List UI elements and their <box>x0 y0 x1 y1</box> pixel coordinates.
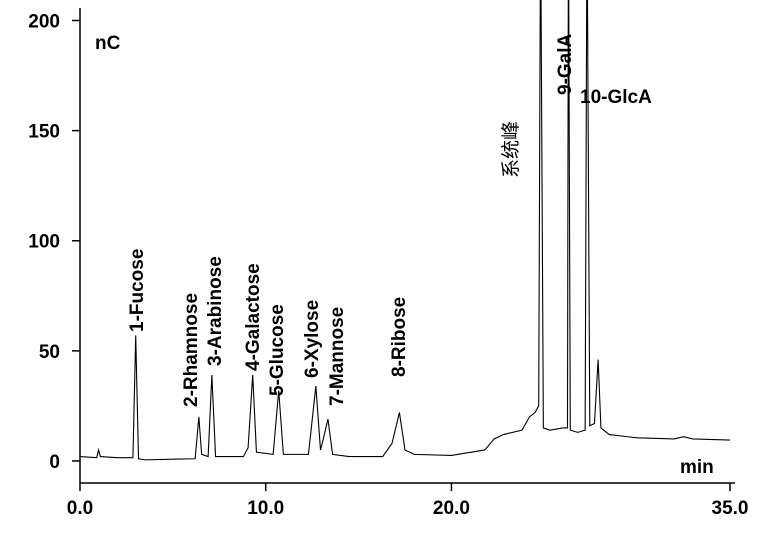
x-tick-label: 10.0 <box>247 498 284 519</box>
y-tick-label: 50 <box>39 342 60 363</box>
peak-label: 系统峰 <box>500 121 522 178</box>
y-axis-unit: nC <box>95 33 121 54</box>
peak-label: 4-Galactose <box>243 263 264 371</box>
peak-label: 2-Rhamnose <box>181 293 202 407</box>
peak-label: 5-Glucose <box>267 304 288 396</box>
y-tick-label: 0 <box>49 452 60 473</box>
y-tick-label: 200 <box>28 12 60 33</box>
peak-label: 10-GlcA <box>580 87 652 108</box>
plot-area <box>80 0 731 461</box>
peak-label: 8-Ribose <box>389 297 410 377</box>
x-axis-unit: min <box>680 457 714 478</box>
x-tick-label: 35.0 <box>712 498 749 519</box>
peak-label: 9-GalA <box>555 33 576 95</box>
chromatogram-trace <box>80 0 731 461</box>
peak-label: 7-Mannose <box>327 307 348 406</box>
x-tick-label: 20.0 <box>433 498 470 519</box>
x-tick-label: 0.0 <box>67 498 93 519</box>
peak-label: 1-Fucose <box>127 249 148 332</box>
peak-label: 3-Arabinose <box>205 256 226 366</box>
y-tick-label: 150 <box>28 122 60 143</box>
peak-label: 6-Xylose <box>302 300 323 378</box>
y-tick-label: 100 <box>28 232 60 253</box>
